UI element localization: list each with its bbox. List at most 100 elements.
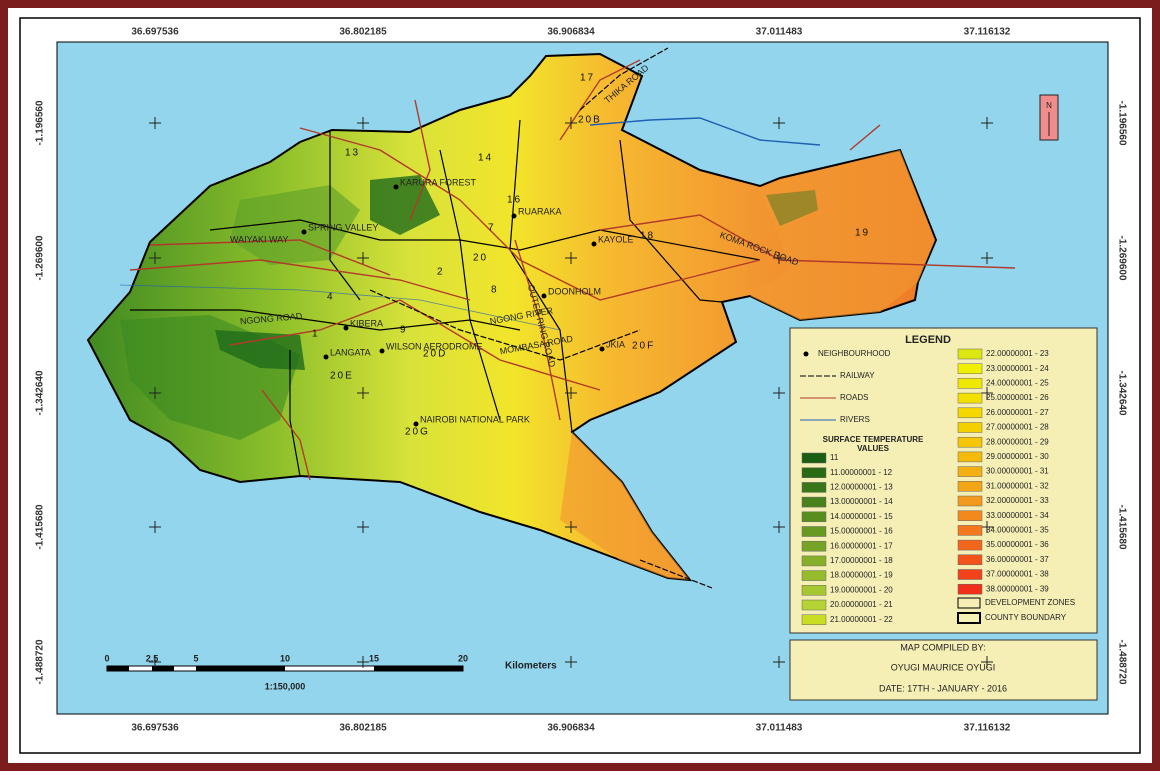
temperature-class: 23.00000001 - 24 bbox=[986, 364, 1049, 373]
neighbourhood bbox=[379, 348, 385, 354]
grid-cross bbox=[565, 521, 577, 533]
temperature-swatch bbox=[957, 451, 983, 463]
temperature-class: 29.00000001 - 30 bbox=[986, 452, 1049, 461]
grid-cross bbox=[773, 117, 785, 129]
scale-segment bbox=[107, 666, 129, 671]
longitude-label: 36.906834 bbox=[547, 723, 595, 734]
legend-label: RAILWAY bbox=[840, 371, 875, 380]
longitude-label: 36.697536 bbox=[131, 27, 179, 38]
zone-number: 20B bbox=[578, 115, 602, 126]
temperature-swatch bbox=[957, 569, 983, 580]
temperature-class: 32.00000001 - 33 bbox=[986, 496, 1049, 505]
grid-cross bbox=[357, 117, 369, 129]
road bbox=[514, 239, 561, 421]
grid-cross bbox=[981, 521, 993, 533]
temperature-swatch bbox=[957, 363, 983, 374]
zone-number: 17 bbox=[580, 73, 595, 84]
legend-label: COUNTY BOUNDARY bbox=[985, 613, 1067, 622]
grid-cross bbox=[149, 656, 161, 668]
temperature-class: 25.00000001 - 26 bbox=[986, 393, 1049, 402]
temperature-class: 34.00000001 - 35 bbox=[986, 526, 1049, 535]
scale-tick: 2.5 bbox=[146, 653, 159, 663]
road bbox=[299, 127, 761, 301]
latitude-label: -1.415680 bbox=[35, 504, 46, 549]
legend-label: NEIGHBOURHOOD bbox=[818, 349, 891, 358]
boundary bbox=[329, 130, 361, 301]
temperature-swatch bbox=[957, 481, 983, 492]
legend-label: RIVERS bbox=[840, 415, 870, 424]
neighbourhood bbox=[413, 421, 419, 427]
legend-title: LEGEND bbox=[905, 334, 951, 346]
temperature-class: 37.00000001 - 38 bbox=[986, 570, 1049, 579]
south-zone bbox=[560, 432, 690, 580]
zone-number: 7 bbox=[488, 223, 496, 234]
road-label: WAIYAKI WAY bbox=[230, 234, 289, 244]
scale-ratio: 1:150,000 bbox=[265, 681, 306, 691]
place-label: NAIROBI NATIONAL PARK bbox=[420, 414, 530, 424]
boundary bbox=[619, 139, 723, 303]
grid-cross bbox=[149, 521, 161, 533]
temperature-class: 33.00000001 - 34 bbox=[986, 511, 1049, 520]
county-boundary-symbol bbox=[957, 612, 981, 624]
grid-cross bbox=[357, 656, 369, 668]
grid-cross bbox=[773, 252, 785, 264]
neighbourhood bbox=[323, 354, 329, 360]
neighbourhood bbox=[301, 229, 307, 235]
road bbox=[849, 124, 881, 151]
road bbox=[129, 259, 471, 301]
temperature-class: 38.00000001 - 39 bbox=[986, 584, 1049, 593]
neighbourhood bbox=[511, 213, 517, 219]
temperature-swatch bbox=[801, 585, 827, 596]
latitude-label: -1.342640 bbox=[1116, 370, 1127, 415]
place-label: SPRING VALLEY bbox=[308, 222, 378, 232]
longitude-label: 36.802185 bbox=[339, 723, 387, 734]
temperature-class: 36.00000001 - 37 bbox=[986, 555, 1049, 564]
legend-subtitle: SURFACE TEMPERATURE bbox=[823, 435, 924, 444]
temperature-swatch bbox=[801, 511, 827, 523]
grid-cross bbox=[981, 656, 993, 668]
railway bbox=[579, 47, 669, 111]
grid-cross bbox=[981, 387, 993, 399]
road bbox=[149, 239, 391, 276]
latitude-label: -1.269600 bbox=[1116, 235, 1127, 280]
temperature-swatch bbox=[957, 583, 983, 595]
temperature-swatch bbox=[801, 496, 827, 508]
zone-number: 20D bbox=[423, 349, 447, 360]
temperature-swatch bbox=[957, 407, 983, 419]
temperature-class: 21.00000001 - 22 bbox=[830, 615, 893, 624]
zone-number: 4 bbox=[327, 292, 335, 303]
scale-bar bbox=[106, 665, 464, 672]
temperature-class: 18.00000001 - 19 bbox=[830, 571, 893, 580]
temperature-class: 31.00000001 - 32 bbox=[986, 481, 1049, 490]
neighbourhood bbox=[393, 184, 399, 190]
grid-cross bbox=[565, 387, 577, 399]
grid-cross bbox=[773, 521, 785, 533]
grid-cross bbox=[981, 252, 993, 264]
grid-cross bbox=[149, 252, 161, 264]
temperature-swatch bbox=[801, 482, 827, 493]
road bbox=[409, 99, 431, 221]
grid-cross bbox=[565, 656, 577, 668]
place-label: KAYOLE bbox=[598, 234, 633, 244]
zone-number: 20G bbox=[405, 427, 430, 438]
longitude-label: 37.116132 bbox=[964, 27, 1011, 38]
neighbourhood bbox=[591, 241, 597, 247]
zone-number: 1 bbox=[312, 329, 320, 340]
grid-cross bbox=[565, 117, 577, 129]
road bbox=[559, 59, 641, 141]
railway bbox=[639, 559, 713, 589]
development-zones-symbol bbox=[957, 597, 981, 609]
road bbox=[599, 214, 1016, 269]
neighbourhood bbox=[541, 293, 547, 299]
temperature-swatch bbox=[957, 495, 983, 507]
temperature-swatch bbox=[957, 539, 983, 551]
east-zone bbox=[750, 150, 935, 320]
latitude-label: -1.269600 bbox=[35, 235, 46, 280]
grid-cross bbox=[149, 387, 161, 399]
zone-number: 8 bbox=[491, 285, 499, 296]
longitude-label: 36.906834 bbox=[547, 27, 595, 38]
temperature-class: 35.00000001 - 36 bbox=[986, 540, 1049, 549]
temperature-class: 26.00000001 - 27 bbox=[986, 408, 1049, 417]
credits-author: OYUGI MAURICE OYUGI bbox=[891, 662, 996, 672]
longitude-label: 36.697536 bbox=[131, 723, 179, 734]
